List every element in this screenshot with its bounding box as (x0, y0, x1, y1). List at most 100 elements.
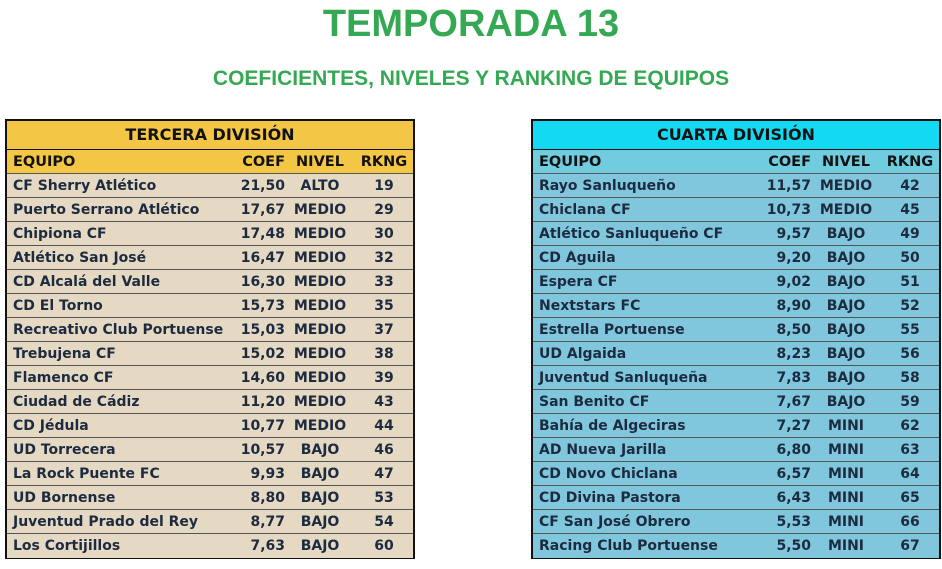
table-header-row: EQUIPO COEF NIVEL RKNG (7, 150, 413, 174)
table-row: Ciudad de Cádiz 11,20 MEDIO 43 (7, 390, 413, 414)
table-row: Flamenco CF 14,60 MEDIO 39 (7, 366, 413, 390)
nivel-value: MEDIO (293, 345, 347, 362)
rank-value: 67 (900, 538, 920, 554)
team-name: Los Cortijillos (13, 538, 121, 554)
header-nivel: NIVEL (296, 153, 344, 170)
coef-value: 17,48 (240, 225, 285, 242)
rank-value: 52 (900, 297, 920, 314)
nivel-value: MEDIO (819, 201, 873, 218)
coef-value: 21,50 (240, 177, 285, 194)
rank-value: 63 (900, 441, 920, 458)
coef-value: 7,63 (250, 538, 285, 554)
coef-value: 11,57 (766, 177, 811, 194)
team-name: Chiclana CF (539, 201, 631, 218)
table-row: Chiclana CF 10,73 MEDIO 45 (533, 198, 939, 222)
rank-value: 58 (900, 369, 920, 386)
team-name: Rayo Sanluqueño (539, 177, 676, 194)
rank-value: 38 (374, 345, 394, 362)
team-name: Puerto Serrano Atlético (13, 201, 200, 218)
coef-value: 9,02 (776, 273, 811, 290)
table-row: UD Algaida 8,23 BAJO 56 (533, 342, 939, 366)
coef-value: 9,93 (250, 465, 285, 482)
table-row: Racing Club Portuense 5,50 MINI 67 (533, 534, 939, 558)
table-row: CD Jédula 10,77 MEDIO 44 (7, 414, 413, 438)
rank-value: 42 (900, 177, 920, 194)
header-rank: RKNG (360, 153, 408, 170)
rank-value: 60 (374, 538, 394, 554)
nivel-value: BAJO (826, 297, 866, 314)
header-coef: COEF (242, 153, 285, 170)
cuarta-division-table: CUARTA DIVISIÓN EQUIPO COEF NIVEL RKNG R… (531, 119, 941, 559)
team-name: AD Nueva Jarilla (539, 441, 667, 458)
header-team: EQUIPO (539, 153, 602, 170)
header-rank: RKNG (886, 153, 934, 170)
nivel-value: MEDIO (293, 297, 347, 314)
rank-value: 62 (900, 417, 920, 434)
rank-value: 56 (900, 345, 920, 362)
team-name: Ciudad de Cádiz (13, 393, 140, 410)
rank-value: 64 (900, 465, 920, 482)
rank-value: 53 (374, 489, 394, 506)
table-row: Atlético Sanluqueño CF 9,57 BAJO 49 (533, 222, 939, 246)
team-name: UD Algaida (539, 345, 627, 362)
team-name: CD Alcalá del Valle (13, 273, 161, 290)
table-row: Estrella Portuense 8,50 BAJO 55 (533, 318, 939, 342)
nivel-value: MEDIO (293, 273, 347, 290)
team-name: Chipiona CF (13, 225, 107, 242)
rank-value: 29 (374, 201, 394, 218)
coef-value: 10,73 (766, 201, 811, 218)
coef-value: 8,23 (776, 345, 811, 362)
nivel-value: BAJO (826, 225, 866, 242)
rank-value: 19 (374, 177, 394, 194)
nivel-value: BAJO (300, 538, 340, 554)
team-name: CD El Torno (13, 297, 103, 314)
nivel-value: MEDIO (819, 177, 873, 194)
coef-value: 14,60 (240, 369, 285, 386)
nivel-value: MEDIO (293, 369, 347, 386)
page-subtitle: COEFICIENTES, NIVELES Y RANKING DE EQUIP… (212, 67, 730, 90)
table-row: CD Divina Pastora 6,43 MINI 65 (533, 486, 939, 510)
team-name: UD Bornense (13, 489, 116, 506)
table-row: La Rock Puente FC 9,93 BAJO 47 (7, 462, 413, 486)
table-row: Puerto Serrano Atlético 17,67 MEDIO 29 (7, 198, 413, 222)
coef-value: 6,80 (776, 441, 811, 458)
nivel-value: BAJO (300, 441, 340, 458)
table-row: Rayo Sanluqueño 11,57 MEDIO 42 (533, 174, 939, 198)
table-row: Los Cortijillos 7,63 BAJO 60 (7, 534, 413, 558)
table-row: CD Novo Chiclana 6,57 MINI 64 (533, 462, 939, 486)
nivel-value: MEDIO (293, 225, 347, 242)
table-row: CD Alcalá del Valle 16,30 MEDIO 33 (7, 270, 413, 294)
table-row: Chipiona CF 17,48 MEDIO 30 (7, 222, 413, 246)
table-row: UD Bornense 8,80 BAJO 53 (7, 486, 413, 510)
rank-value: 45 (900, 201, 920, 218)
rank-value: 46 (374, 441, 394, 458)
header-coef: COEF (768, 153, 811, 170)
team-name: Juventud Sanluqueña (539, 369, 708, 386)
team-name: Bahía de Algeciras (539, 417, 686, 434)
team-name: Recreativo Club Portuense (13, 321, 224, 338)
nivel-value: MEDIO (293, 201, 347, 218)
tercera-division-table: TERCERA DIVISIÓN EQUIPO COEF NIVEL RKNG … (5, 119, 415, 559)
nivel-value: MINI (827, 513, 865, 530)
coef-value: 10,57 (240, 441, 285, 458)
nivel-value: MINI (827, 417, 865, 434)
team-name: Racing Club Portuense (539, 538, 718, 554)
table-title: TERCERA DIVISIÓN (7, 121, 413, 150)
table-body: Rayo Sanluqueño 11,57 MEDIO 42 Chiclana CF 10… (533, 174, 939, 558)
coef-value: 9,57 (776, 225, 811, 242)
nivel-value: BAJO (826, 369, 866, 386)
rank-value: 65 (900, 489, 920, 506)
coef-value: 15,02 (240, 345, 285, 362)
coef-value: 5,50 (776, 538, 811, 554)
coef-value: 8,90 (776, 297, 811, 314)
table-row: AD Nueva Jarilla 6,80 MINI 63 (533, 438, 939, 462)
nivel-value: BAJO (826, 393, 866, 410)
team-name: San Benito CF (539, 393, 650, 410)
coef-value: 8,50 (776, 321, 811, 338)
rank-value: 35 (374, 297, 394, 314)
rank-value: 59 (900, 393, 920, 410)
header-team: EQUIPO (13, 153, 76, 170)
coef-value: 8,80 (250, 489, 285, 506)
rank-value: 51 (900, 273, 920, 290)
coef-value: 7,83 (776, 369, 811, 386)
